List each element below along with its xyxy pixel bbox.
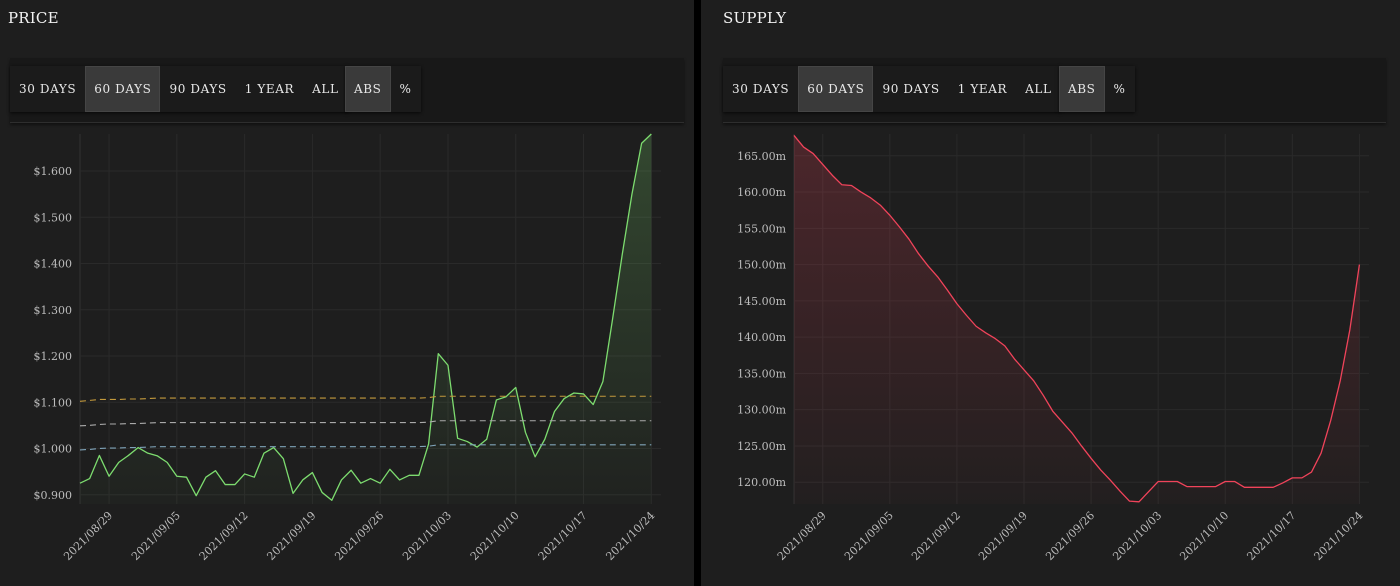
supply-x-tick-label: 2021/09/05 [842, 509, 896, 563]
supply-y-tick-label: 130.00m [737, 404, 786, 417]
price-y-tick-label: $1.000 [34, 443, 73, 456]
price-range-60-days-button[interactable]: 60 DAYS [85, 66, 161, 112]
price-y-tick-label: $1.600 [34, 165, 73, 178]
price-y-tick-label: $0.900 [34, 489, 73, 502]
price-mode-group: ABS % [345, 66, 421, 112]
price-y-tick-label: $1.400 [34, 258, 73, 271]
price-range-1-year-button[interactable]: 1 YEAR [244, 82, 295, 96]
supply-range-group: 30 DAYS 60 DAYS 90 DAYS 1 YEAR ALL [723, 66, 1061, 112]
price-mode-abs-button[interactable]: ABS [345, 66, 391, 112]
price-x-tick-label: 2021/09/12 [197, 509, 251, 563]
supply-y-tick-label: 160.00m [737, 186, 786, 199]
price-mode-percent-button[interactable]: % [399, 82, 412, 96]
supply-x-tick-label: 2021/10/10 [1177, 509, 1231, 563]
supply-mode-abs-button[interactable]: ABS [1059, 66, 1105, 112]
supply-range-1-year-button[interactable]: 1 YEAR [957, 82, 1008, 96]
price-x-tick-label: 2021/09/19 [264, 509, 318, 563]
price-price-line [79, 133, 652, 501]
price-price-area [80, 134, 652, 504]
price-x-tick-label: 2021/08/29 [61, 509, 115, 563]
price-x-tick-label: 2021/09/05 [129, 509, 183, 563]
price-upper-band-line [79, 395, 652, 402]
supply-range-90-days-button[interactable]: 90 DAYS [882, 82, 940, 96]
supply-supply-area [794, 135, 1360, 504]
supply-x-tick-label: 2021/09/26 [1043, 509, 1097, 563]
price-range-30-days-button[interactable]: 30 DAYS [19, 82, 77, 96]
supply-y-tick-label: 165.00m [737, 150, 786, 163]
price-range-group: 30 DAYS 60 DAYS 90 DAYS 1 YEAR ALL [10, 66, 348, 112]
price-range-90-days-button[interactable]: 90 DAYS [169, 82, 227, 96]
supply-x-tick-label: 2021/10/24 [1312, 509, 1366, 563]
price-y-tick-label: $1.500 [34, 211, 73, 224]
supply-range-60-days-button[interactable]: 60 DAYS [798, 66, 874, 112]
supply-supply-line [793, 135, 1361, 503]
price-x-tick-label: 2021/10/10 [468, 509, 522, 563]
supply-x-tick-label: 2021/10/17 [1244, 509, 1298, 563]
supply-range-all-button[interactable]: ALL [1025, 82, 1052, 96]
price-middle-band-line [79, 420, 652, 427]
supply-y-tick-label: 140.00m [737, 331, 786, 344]
price-x-tick-label: 2021/10/17 [536, 509, 590, 563]
supply-y-tick-label: 135.00m [737, 367, 786, 380]
supply-y-tick-label: 120.00m [737, 476, 786, 489]
price-y-tick-label: $1.100 [34, 396, 73, 409]
supply-y-tick-label: 150.00m [737, 259, 786, 272]
price-x-tick-label: 2021/10/24 [603, 509, 657, 563]
supply-mode-group: ABS % [1059, 66, 1135, 112]
supply-x-tick-label: 2021/10/03 [1110, 509, 1164, 563]
price-chart: $0.900 $1.000 $1.100 $1.200 $1.300 $1.400 $1.5… [34, 133, 661, 563]
supply-panel: SUPPLY 30 DAYS 60 DAYS 90 DAYS 1 YEAR AL… [701, 0, 1400, 586]
supply-range-30-days-button[interactable]: 30 DAYS [732, 82, 790, 96]
price-x-tick-label: 2021/10/03 [400, 509, 454, 563]
supply-y-tick-label: 155.00m [737, 222, 786, 235]
supply-panel-title: SUPPLY [723, 9, 787, 27]
supply-y-tick-label: 145.00m [737, 295, 786, 308]
price-x-tick-label: 2021/09/26 [332, 509, 386, 563]
supply-x-tick-label: 2021/08/29 [775, 509, 829, 563]
price-toolbar: 30 DAYS 60 DAYS 90 DAYS 1 YEAR ALL ABS % [10, 58, 684, 123]
price-range-all-button[interactable]: ALL [312, 82, 339, 96]
price-lower-band-line [79, 444, 652, 451]
supply-x-tick-label: 2021/09/19 [976, 509, 1030, 563]
supply-x-tick-label: 2021/09/12 [909, 509, 963, 563]
supply-chart: 120.00m 125.00m 130.00m 135.00m 140.00m 145.0… [737, 134, 1369, 563]
price-y-tick-label: $1.300 [34, 304, 73, 317]
supply-y-tick-label: 125.00m [737, 440, 786, 453]
price-panel: PRICE 30 DAYS 60 DAYS 90 DAYS 1 YEAR ALL… [0, 0, 694, 586]
supply-toolbar: 30 DAYS 60 DAYS 90 DAYS 1 YEAR ALL ABS % [723, 58, 1386, 123]
price-y-tick-label: $1.200 [34, 350, 73, 363]
supply-mode-percent-button[interactable]: % [1113, 82, 1126, 96]
price-panel-title: PRICE [8, 9, 59, 27]
